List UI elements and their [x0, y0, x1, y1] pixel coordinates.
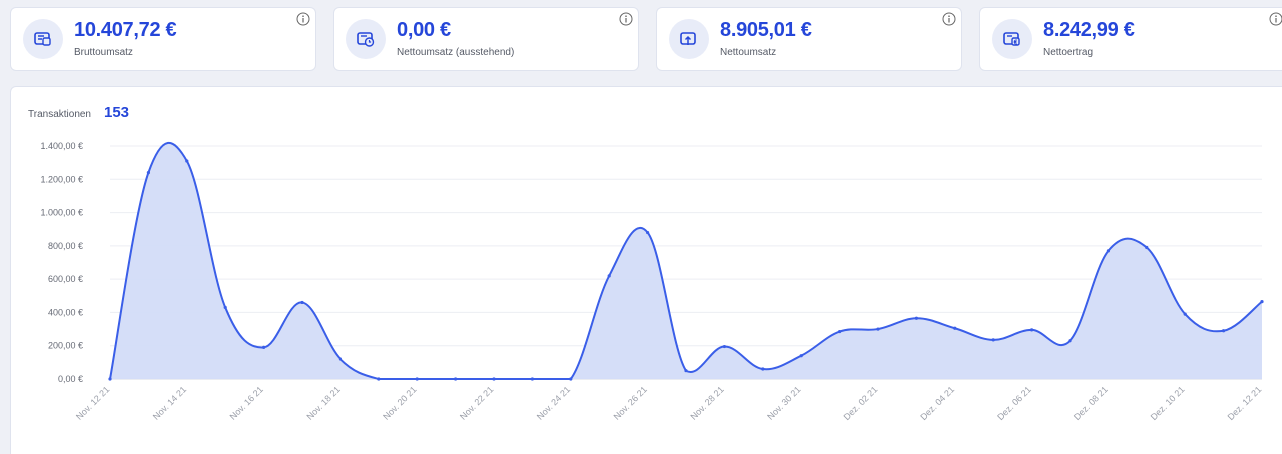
- transactions-count: 153: [104, 104, 130, 121]
- wallet-up-icon: [669, 19, 709, 59]
- card-label: Nettoumsatz (ausstehend): [397, 47, 515, 58]
- data-point[interactable]: [300, 300, 304, 305]
- y-tick-label: 1.000,00 €: [40, 208, 83, 218]
- y-tick-label: 600,00 €: [48, 274, 83, 284]
- data-point[interactable]: [415, 377, 419, 381]
- data-point[interactable]: [838, 329, 842, 334]
- data-point[interactable]: [646, 230, 650, 235]
- data-point[interactable]: [146, 171, 150, 175]
- x-tick-label: Nov. 22 21: [458, 384, 495, 421]
- data-point[interactable]: [223, 305, 227, 310]
- wallet-euro-icon: [992, 19, 1032, 59]
- y-tick-label: 400,00 €: [48, 307, 83, 317]
- x-tick-label: Dez. 10 21: [1149, 384, 1187, 422]
- wallet-card-icon: [23, 19, 63, 59]
- info-icon[interactable]: [296, 12, 310, 26]
- data-point[interactable]: [185, 159, 189, 163]
- card-value: 8.242,99 €: [1043, 19, 1135, 41]
- x-tick-label: Nov. 30 21: [765, 384, 802, 421]
- x-tick-label: Nov. 28 21: [688, 384, 725, 421]
- data-point[interactable]: [876, 327, 880, 331]
- x-tick-label: Nov. 18 21: [304, 384, 341, 421]
- data-point[interactable]: [1068, 339, 1072, 343]
- data-point[interactable]: [1183, 312, 1187, 316]
- data-point[interactable]: [530, 377, 535, 381]
- data-point[interactable]: [914, 316, 919, 320]
- card-label: Nettoertrag: [1043, 47, 1094, 58]
- data-point[interactable]: [108, 377, 112, 381]
- data-point[interactable]: [1260, 300, 1264, 304]
- x-tick-label: Nov. 12 21: [74, 384, 111, 421]
- y-tick-label: 1.200,00 €: [40, 174, 83, 184]
- data-point[interactable]: [953, 326, 957, 330]
- info-icon[interactable]: [619, 12, 633, 26]
- x-tick-label: Nov. 24 21: [535, 384, 572, 421]
- data-point[interactable]: [799, 354, 803, 358]
- data-point[interactable]: [454, 377, 458, 381]
- card-nettoumsatz-ausstehend: 0,00 € Nettoumsatz (ausstehend): [333, 7, 639, 71]
- data-point[interactable]: [761, 367, 765, 371]
- x-tick-label: Dez. 08 21: [1072, 384, 1110, 422]
- series-area: [110, 142, 1262, 379]
- card-nettoertrag: 8.242,99 € Nettoertrag: [979, 7, 1282, 71]
- card-label: Bruttoumsatz: [74, 47, 133, 58]
- card-value: 8.905,01 €: [720, 19, 812, 41]
- data-point[interactable]: [569, 377, 573, 381]
- card-nettoumsatz: 8.905,01 € Nettoumsatz: [656, 7, 962, 71]
- y-tick-label: 800,00 €: [48, 241, 83, 251]
- x-tick-label: Dez. 12 21: [1226, 384, 1264, 422]
- data-point[interactable]: [684, 369, 688, 373]
- card-value: 10.407,72 €: [74, 19, 177, 41]
- y-tick-label: 1.400,00 €: [40, 141, 83, 151]
- x-tick-label: Nov. 20 21: [381, 384, 418, 421]
- data-point[interactable]: [1222, 329, 1226, 333]
- y-tick-label: 200,00 €: [48, 341, 83, 351]
- data-point[interactable]: [492, 377, 496, 381]
- data-point[interactable]: [1106, 249, 1110, 253]
- x-tick-label: Dez. 06 21: [995, 384, 1033, 422]
- card-label: Nettoumsatz: [720, 47, 777, 58]
- data-point[interactable]: [338, 357, 342, 361]
- x-tick-label: Dez. 04 21: [918, 384, 956, 422]
- x-tick-label: Nov. 14 21: [151, 384, 188, 421]
- data-point[interactable]: [262, 345, 266, 349]
- data-point[interactable]: [991, 338, 995, 342]
- x-tick-label: Dez. 02 21: [842, 384, 880, 422]
- x-tick-label: Nov. 16 21: [228, 384, 265, 421]
- wallet-clock-icon: [346, 19, 386, 59]
- card-value: 0,00 €: [397, 19, 451, 41]
- data-point[interactable]: [722, 344, 727, 349]
- summary-cards: 10.407,72 € Bruttoumsatz 0,00 € Nettoums…: [0, 0, 1282, 80]
- y-tick-label: 0,00 €: [58, 374, 83, 384]
- data-point[interactable]: [377, 377, 381, 381]
- info-icon[interactable]: [942, 12, 956, 26]
- card-bruttoumsatz: 10.407,72 € Bruttoumsatz: [10, 7, 316, 71]
- x-tick-label: Nov. 26 21: [612, 384, 649, 421]
- data-point[interactable]: [607, 274, 611, 278]
- data-point[interactable]: [1145, 245, 1149, 250]
- transactions-label: Transaktionen: [28, 109, 91, 120]
- info-icon[interactable]: [1269, 12, 1282, 26]
- data-point[interactable]: [1030, 328, 1034, 332]
